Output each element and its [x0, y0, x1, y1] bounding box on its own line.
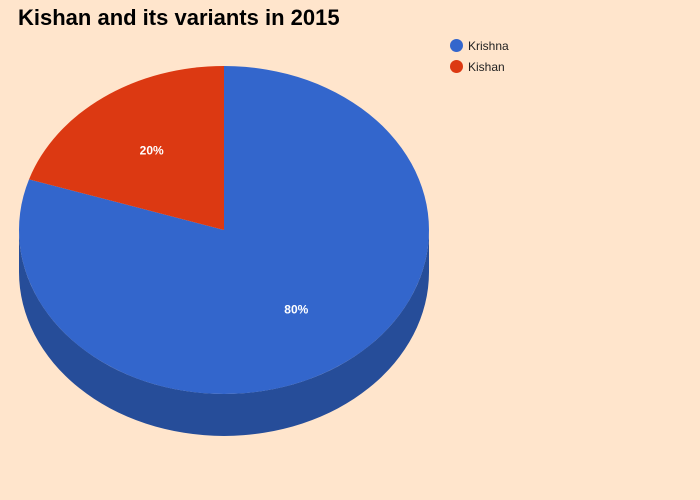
pie-slice-kishan[interactable]	[29, 65, 224, 231]
legend-item-kishan[interactable]: Kishan	[450, 56, 509, 77]
legend-label-kishan: Kishan	[468, 59, 505, 74]
legend-swatch-krishna	[450, 39, 463, 52]
pie-label-krishna: 80%	[284, 303, 308, 317]
legend-item-krishna[interactable]: Krishna	[450, 35, 509, 56]
chart-title: Kishan and its variants in 2015	[18, 5, 340, 30]
pie-side-krishna	[19, 230, 429, 436]
legend: Krishna Kishan	[450, 35, 509, 77]
pie-label-kishan: 20%	[140, 143, 164, 157]
legend-label-krishna: Krishna	[468, 38, 509, 53]
legend-swatch-kishan	[450, 60, 463, 73]
